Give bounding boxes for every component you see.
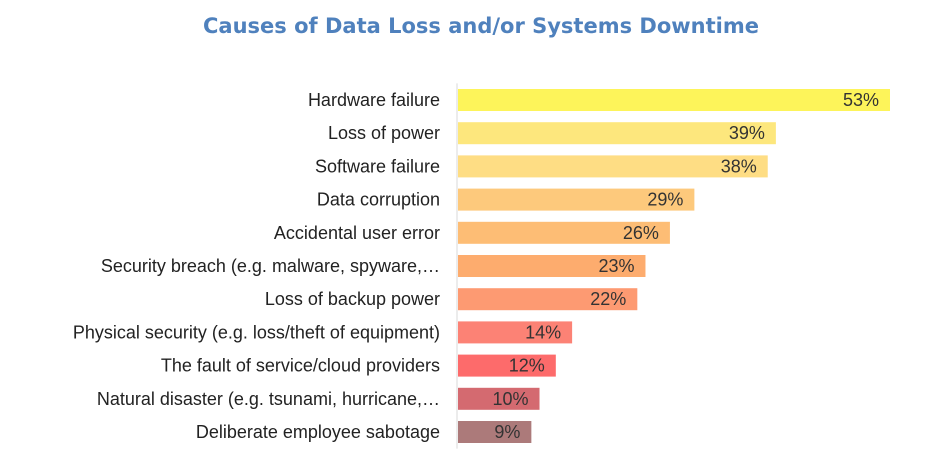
- data-label: 9%: [494, 422, 520, 442]
- data-label: 10%: [492, 389, 528, 409]
- category-label: Deliberate employee sabotage: [196, 422, 440, 442]
- category-label: Physical security (e.g. loss/theft of eq…: [73, 322, 440, 342]
- bar: [458, 221, 670, 244]
- bar: [458, 288, 638, 311]
- bar: [458, 421, 532, 443]
- category-label: The fault of service/cloud providers: [161, 356, 440, 376]
- category-label: Hardware failure: [308, 90, 440, 110]
- bars-group: [458, 89, 890, 443]
- data-label: 29%: [647, 190, 683, 210]
- bar: [458, 155, 768, 178]
- category-label: Loss of power: [328, 123, 440, 143]
- category-label: Software failure: [315, 156, 440, 176]
- bar: [458, 321, 573, 344]
- data-label: 26%: [623, 223, 659, 243]
- bar: [458, 188, 695, 211]
- bar: [458, 354, 556, 377]
- data-label: 23%: [598, 256, 634, 276]
- category-label: Accidental user error: [274, 223, 440, 243]
- category-label: Natural disaster (e.g. tsunami, hurrican…: [97, 389, 440, 409]
- data-label: 14%: [525, 322, 561, 342]
- bar: [458, 255, 646, 277]
- data-label: 53%: [843, 90, 879, 110]
- category-label: Loss of backup power: [265, 289, 440, 309]
- data-labels-group: 53% 39% 38% 29% 26% 23% 22% 14% 12% 10% 9%: [492, 90, 879, 442]
- data-label: 39%: [729, 123, 765, 143]
- category-label: Security breach (e.g. malware, spyware,…: [101, 256, 440, 276]
- data-label: 22%: [590, 289, 626, 309]
- chart-title: Causes of Data Loss and/or Systems Downt…: [203, 14, 759, 38]
- category-labels-group: Hardware failure Loss of power Software fa…: [73, 90, 440, 442]
- category-label: Data corruption: [317, 190, 440, 210]
- bar: [458, 122, 776, 145]
- bar: [458, 89, 890, 111]
- bar: [458, 387, 540, 410]
- data-label: 12%: [509, 356, 545, 376]
- data-label: 38%: [721, 156, 757, 176]
